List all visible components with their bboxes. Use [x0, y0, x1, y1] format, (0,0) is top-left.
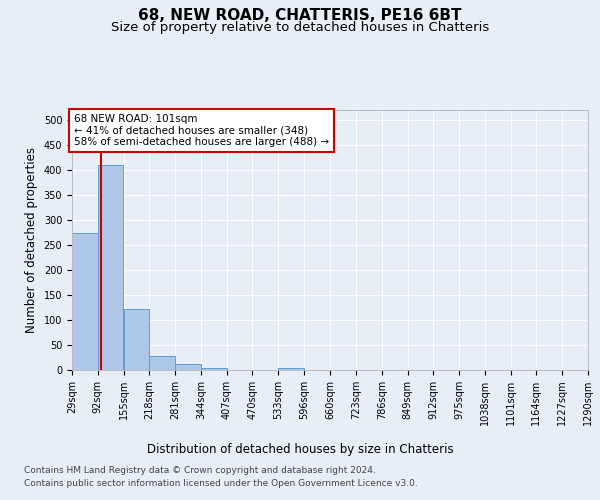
Bar [149, 356, 175, 370]
Bar [72, 232, 98, 370]
Text: 68 NEW ROAD: 101sqm
← 41% of detached houses are smaller (348)
58% of semi-detac: 68 NEW ROAD: 101sqm ← 41% of detached ho… [74, 114, 329, 147]
Text: Contains public sector information licensed under the Open Government Licence v3: Contains public sector information licen… [24, 479, 418, 488]
Text: Size of property relative to detached houses in Chatteris: Size of property relative to detached ho… [111, 22, 489, 35]
Bar [124, 309, 149, 370]
Text: Distribution of detached houses by size in Chatteris: Distribution of detached houses by size … [146, 442, 454, 456]
Bar [201, 368, 227, 370]
Bar [175, 364, 201, 370]
Text: 68, NEW ROAD, CHATTERIS, PE16 6BT: 68, NEW ROAD, CHATTERIS, PE16 6BT [138, 8, 462, 22]
Bar [278, 368, 304, 370]
Bar [98, 165, 124, 370]
Text: Contains HM Land Registry data © Crown copyright and database right 2024.: Contains HM Land Registry data © Crown c… [24, 466, 376, 475]
Y-axis label: Number of detached properties: Number of detached properties [25, 147, 38, 333]
